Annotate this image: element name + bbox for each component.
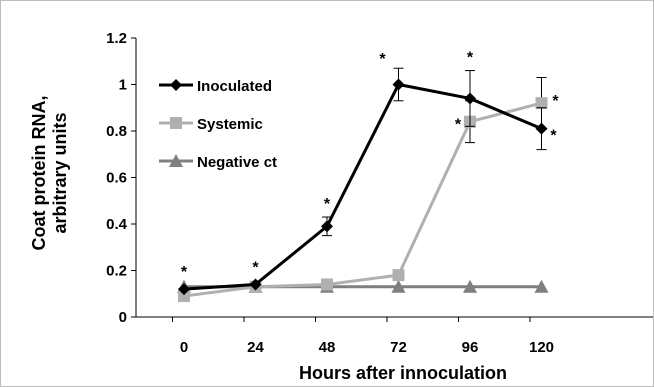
data-point	[321, 278, 333, 291]
x-tick-label: 0	[180, 339, 188, 356]
data-point	[321, 220, 333, 233]
legend-label: Negative ct	[197, 154, 277, 171]
axes: 0 0.2 0.4 0.6 0.8 1 1.2 0 24 48 72 96 120	[106, 30, 653, 356]
legend-item: Systemic	[159, 116, 263, 133]
series-systemic	[178, 77, 548, 303]
data-point	[249, 278, 262, 291]
legend-label: Inoculated	[197, 78, 272, 95]
y-tick-label: 0	[119, 309, 127, 326]
legend-marker	[169, 154, 183, 167]
x-tick-label: 24	[247, 339, 264, 356]
y-tick-label: 0.4	[106, 216, 128, 233]
y-tick-label: 1	[119, 77, 127, 94]
data-point	[178, 283, 190, 296]
significance-star: *	[379, 51, 386, 68]
legend-item: Negative ct	[159, 154, 277, 171]
significance-star: *	[550, 128, 557, 145]
significance-star: *	[324, 196, 331, 213]
series-line	[183, 101, 542, 298]
data-point	[535, 122, 548, 135]
series-line	[183, 82, 543, 291]
y-axis-title-line1: Coat protein RNA,	[29, 96, 49, 251]
x-tick-label: 48	[319, 339, 336, 356]
significance-star: *	[455, 117, 462, 134]
data-point	[391, 279, 406, 293]
significance-star: *	[181, 264, 188, 281]
data-point	[392, 269, 405, 282]
legend-item: Inoculated	[159, 78, 272, 95]
series-layer: * * * * * * * *	[177, 50, 559, 303]
data-point	[178, 290, 190, 303]
y-tick-label: 0.6	[106, 170, 127, 187]
legend-marker	[170, 79, 182, 91]
y-tick-label: 1.2	[106, 30, 127, 47]
x-tick-label: 120	[529, 339, 554, 356]
data-point	[464, 92, 476, 105]
series-inoculated	[178, 67, 548, 296]
legend: Inoculated Systemic Negative ct	[159, 78, 277, 171]
y-axis-title-line2: arbitrary units	[50, 112, 70, 233]
data-point	[534, 279, 549, 293]
data-point	[463, 279, 477, 293]
y-tick-label: 0.2	[106, 263, 127, 280]
data-point	[535, 97, 548, 110]
y-tick-label: 0.8	[106, 123, 127, 140]
legend-marker	[170, 117, 182, 129]
significance-star: *	[252, 259, 259, 276]
data-point	[392, 78, 405, 91]
x-tick-label: 96	[462, 339, 479, 356]
x-tick-label: 72	[390, 339, 407, 356]
significance-star: *	[552, 93, 559, 110]
significance-star: *	[467, 50, 474, 67]
x-axis-title: Hours after innoculation	[299, 363, 507, 383]
legend-label: Systemic	[197, 116, 263, 133]
